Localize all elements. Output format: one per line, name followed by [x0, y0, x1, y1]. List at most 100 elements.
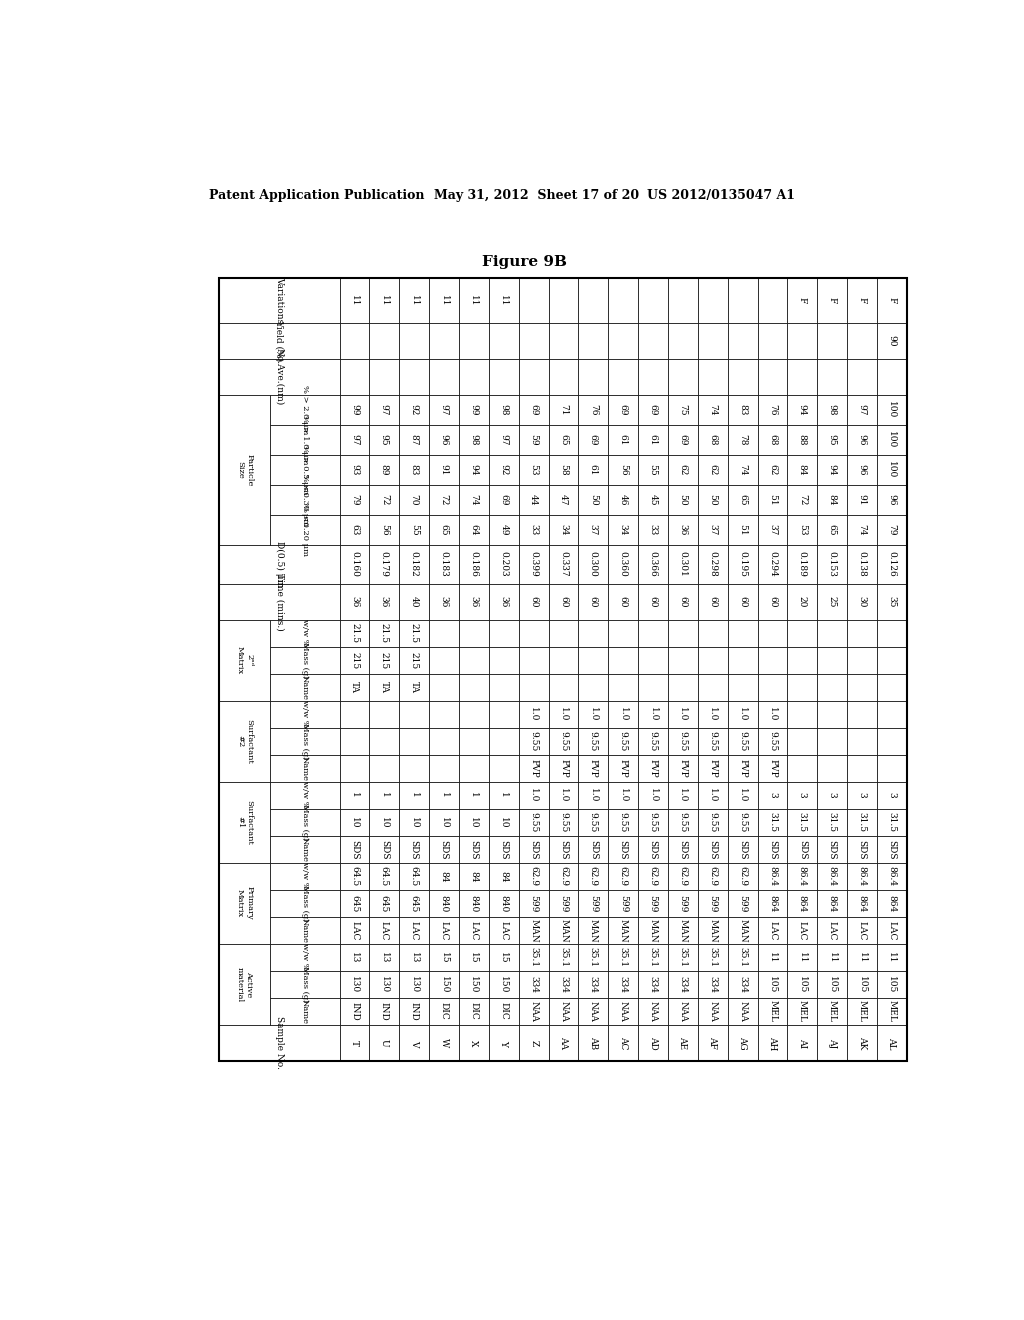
- Text: 72: 72: [380, 494, 389, 506]
- Text: 50: 50: [709, 494, 717, 506]
- Text: 90: 90: [888, 335, 896, 347]
- Bar: [399, 998, 429, 1024]
- Text: 68: 68: [709, 434, 717, 446]
- Bar: [877, 545, 907, 583]
- Bar: [728, 545, 758, 583]
- Bar: [459, 484, 488, 515]
- Bar: [817, 455, 847, 484]
- Text: 47: 47: [559, 494, 568, 506]
- Text: 10: 10: [500, 817, 508, 828]
- Text: 645: 645: [350, 895, 359, 912]
- Text: 74: 74: [469, 494, 478, 506]
- Text: 0.183: 0.183: [439, 552, 449, 577]
- Bar: [549, 755, 579, 781]
- Bar: [429, 647, 459, 673]
- Bar: [698, 836, 728, 863]
- Bar: [758, 545, 787, 583]
- Bar: [399, 727, 429, 755]
- Text: 98: 98: [469, 434, 478, 446]
- Text: 9.55: 9.55: [559, 812, 568, 833]
- Bar: [519, 515, 549, 545]
- Bar: [728, 647, 758, 673]
- Text: 1: 1: [350, 792, 359, 799]
- Bar: [608, 917, 638, 944]
- Text: 86.4: 86.4: [827, 866, 837, 887]
- Bar: [340, 1024, 370, 1061]
- Bar: [638, 970, 668, 998]
- Text: 60: 60: [559, 597, 568, 607]
- Bar: [847, 395, 877, 425]
- Text: % <0.30 μm: % <0.30 μm: [301, 474, 308, 525]
- Text: LAC: LAC: [469, 920, 478, 940]
- Bar: [698, 727, 728, 755]
- Bar: [549, 323, 579, 359]
- Text: AJ: AJ: [827, 1038, 837, 1048]
- Text: 86.4: 86.4: [857, 866, 866, 887]
- Text: 3: 3: [888, 792, 896, 799]
- Bar: [728, 727, 758, 755]
- Text: Surfactant
#1: Surfactant #1: [237, 800, 253, 845]
- Bar: [399, 359, 429, 395]
- Text: SDS: SDS: [618, 840, 628, 859]
- Bar: [758, 323, 787, 359]
- Bar: [549, 425, 579, 455]
- Bar: [698, 809, 728, 836]
- Bar: [847, 647, 877, 673]
- Bar: [608, 484, 638, 515]
- Bar: [817, 545, 847, 583]
- Bar: [429, 484, 459, 515]
- Text: 93: 93: [350, 465, 359, 475]
- Bar: [459, 673, 488, 701]
- Bar: [787, 323, 817, 359]
- Text: SDS: SDS: [679, 840, 687, 859]
- Bar: [488, 673, 519, 701]
- Text: 3: 3: [768, 792, 777, 799]
- Bar: [728, 620, 758, 647]
- Text: 9.55: 9.55: [679, 731, 687, 751]
- Text: MEL: MEL: [768, 1001, 777, 1022]
- Bar: [488, 647, 519, 673]
- Bar: [638, 484, 668, 515]
- Bar: [549, 781, 579, 809]
- Text: 69: 69: [589, 434, 598, 446]
- Bar: [817, 583, 847, 620]
- Bar: [638, 998, 668, 1024]
- Text: 130: 130: [380, 975, 389, 993]
- Bar: [340, 701, 370, 727]
- Text: 56: 56: [618, 463, 628, 475]
- Text: May 31, 2012  Sheet 17 of 20: May 31, 2012 Sheet 17 of 20: [434, 189, 639, 202]
- Text: 15: 15: [469, 952, 478, 964]
- Text: 53: 53: [798, 524, 807, 536]
- Text: 61: 61: [618, 434, 628, 446]
- Text: 69: 69: [500, 494, 508, 506]
- Bar: [579, 455, 608, 484]
- Text: 0.153: 0.153: [827, 552, 837, 577]
- Bar: [340, 917, 370, 944]
- Bar: [579, 359, 608, 395]
- Bar: [399, 836, 429, 863]
- Bar: [340, 890, 370, 917]
- Bar: [370, 484, 399, 515]
- Text: 97: 97: [857, 404, 866, 416]
- Bar: [219, 395, 270, 545]
- Bar: [638, 545, 668, 583]
- Bar: [579, 863, 608, 890]
- Bar: [817, 484, 847, 515]
- Bar: [817, 863, 847, 890]
- Text: 9.55: 9.55: [529, 812, 539, 833]
- Bar: [340, 277, 370, 323]
- Bar: [219, 781, 270, 863]
- Bar: [340, 395, 370, 425]
- Bar: [787, 727, 817, 755]
- Text: LAC: LAC: [798, 920, 807, 940]
- Bar: [847, 727, 877, 755]
- Bar: [399, 323, 429, 359]
- Bar: [370, 1024, 399, 1061]
- Text: 31.5: 31.5: [888, 812, 896, 833]
- Text: LAC: LAC: [350, 920, 359, 940]
- Bar: [370, 944, 399, 970]
- Bar: [847, 836, 877, 863]
- Bar: [877, 809, 907, 836]
- Bar: [877, 620, 907, 647]
- Bar: [488, 277, 519, 323]
